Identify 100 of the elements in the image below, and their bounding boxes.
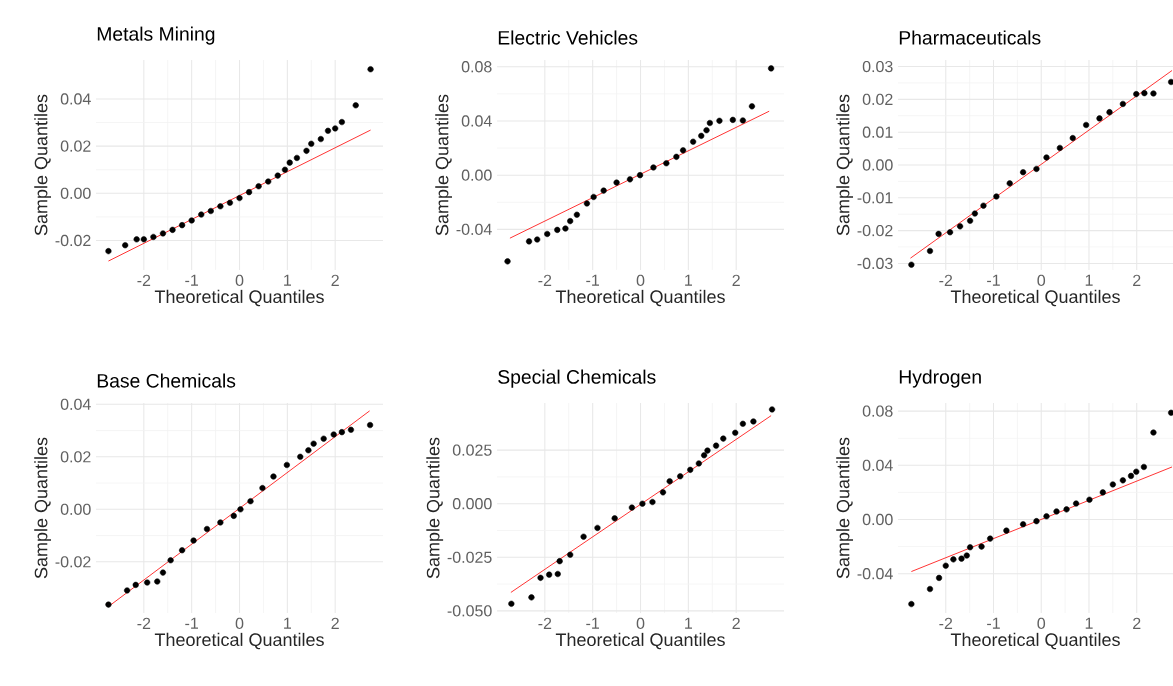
- x-tick-label: 1: [284, 617, 291, 629]
- point: [590, 193, 597, 201]
- point: [286, 159, 293, 166]
- point: [583, 200, 591, 207]
- point: [716, 117, 723, 124]
- x-tick-label: 1: [685, 274, 693, 286]
- chart-title: Hydrogen: [899, 369, 981, 388]
- point: [190, 537, 197, 544]
- point: [556, 558, 563, 565]
- y-tick-label: 0.02: [60, 140, 91, 152]
- point: [154, 578, 161, 585]
- point: [1020, 169, 1027, 176]
- point: [534, 236, 541, 243]
- point: [338, 429, 345, 436]
- point: [926, 247, 934, 255]
- y-tick-label: 0.00: [461, 169, 492, 181]
- point: [255, 183, 262, 190]
- x-axis-title: Theoretical Quantiles: [154, 632, 324, 650]
- point: [946, 229, 954, 236]
- y-tick-label: 0.04: [461, 115, 492, 127]
- point: [908, 261, 915, 268]
- x-tick-label: -1: [586, 274, 599, 286]
- x-tick-label: 0: [636, 274, 645, 287]
- x-tick-label: 0: [1037, 274, 1046, 287]
- x-tick-label: 2: [1133, 274, 1141, 286]
- point: [729, 116, 736, 123]
- x-tick-label: 0: [1037, 617, 1046, 630]
- point: [963, 552, 970, 559]
- point: [768, 65, 775, 72]
- point: [140, 236, 147, 243]
- chart-title: Electric Vehicles: [498, 30, 638, 45]
- point: [967, 217, 974, 224]
- point: [942, 562, 949, 569]
- point: [567, 551, 574, 558]
- point: [237, 506, 244, 513]
- point: [1150, 90, 1157, 97]
- point: [750, 418, 757, 425]
- point: [695, 460, 702, 467]
- chart-title: Special Chemicals: [498, 369, 656, 388]
- point: [198, 211, 205, 218]
- point: [687, 466, 694, 473]
- x-tick-label: 1: [685, 617, 693, 629]
- y-tick-label: 0.02: [862, 93, 893, 106]
- chart-title: Metals Mining: [97, 26, 215, 45]
- x-tick-label: -1: [987, 274, 1000, 286]
- point: [122, 242, 129, 249]
- y-axis-title: Sample Quantiles: [426, 437, 444, 579]
- x-tick-label: 1: [1085, 617, 1093, 629]
- point: [504, 258, 511, 265]
- point: [936, 574, 943, 581]
- x-tick-label: -1: [185, 274, 198, 286]
- point: [1069, 135, 1076, 142]
- y-tick-label: -0.02: [857, 224, 893, 237]
- point: [1109, 481, 1116, 488]
- x-tick-label: -1: [987, 617, 1000, 629]
- x-tick-label: -2: [137, 274, 151, 286]
- point: [580, 533, 587, 540]
- point: [701, 452, 708, 459]
- y-tick-label: 0.02: [60, 451, 91, 463]
- y-axis-title: Sample Quantiles: [836, 437, 854, 579]
- point: [567, 218, 574, 225]
- point: [230, 512, 237, 519]
- point: [305, 447, 312, 454]
- point: [935, 230, 942, 237]
- point: [926, 585, 934, 593]
- point: [628, 504, 635, 511]
- point: [1006, 180, 1013, 187]
- point: [203, 525, 211, 533]
- point: [739, 117, 746, 124]
- point: [352, 102, 359, 109]
- point: [562, 225, 569, 232]
- point: [639, 500, 646, 507]
- point: [971, 210, 978, 217]
- point: [132, 581, 139, 588]
- point: [169, 226, 176, 233]
- point: [673, 153, 680, 160]
- point: [303, 147, 310, 154]
- point: [1033, 518, 1040, 525]
- point: [706, 119, 713, 127]
- point: [217, 203, 224, 210]
- point: [1119, 100, 1126, 108]
- point: [150, 233, 157, 241]
- x-tick-label: 2: [732, 274, 740, 286]
- x-tick-label: 1: [1085, 274, 1093, 286]
- point: [1063, 506, 1070, 513]
- point: [1119, 477, 1126, 484]
- point: [600, 187, 607, 194]
- point: [144, 579, 151, 586]
- point: [659, 489, 667, 496]
- point: [698, 132, 705, 139]
- point: [663, 160, 670, 167]
- x-tick-label: 1: [284, 274, 291, 286]
- point: [611, 515, 618, 522]
- point: [1099, 489, 1106, 496]
- y-tick-label: -0.02: [55, 556, 91, 568]
- point: [1133, 91, 1140, 98]
- y-tick-label: 0.04: [60, 93, 91, 105]
- point: [297, 453, 304, 460]
- point: [320, 435, 327, 442]
- point: [281, 166, 289, 173]
